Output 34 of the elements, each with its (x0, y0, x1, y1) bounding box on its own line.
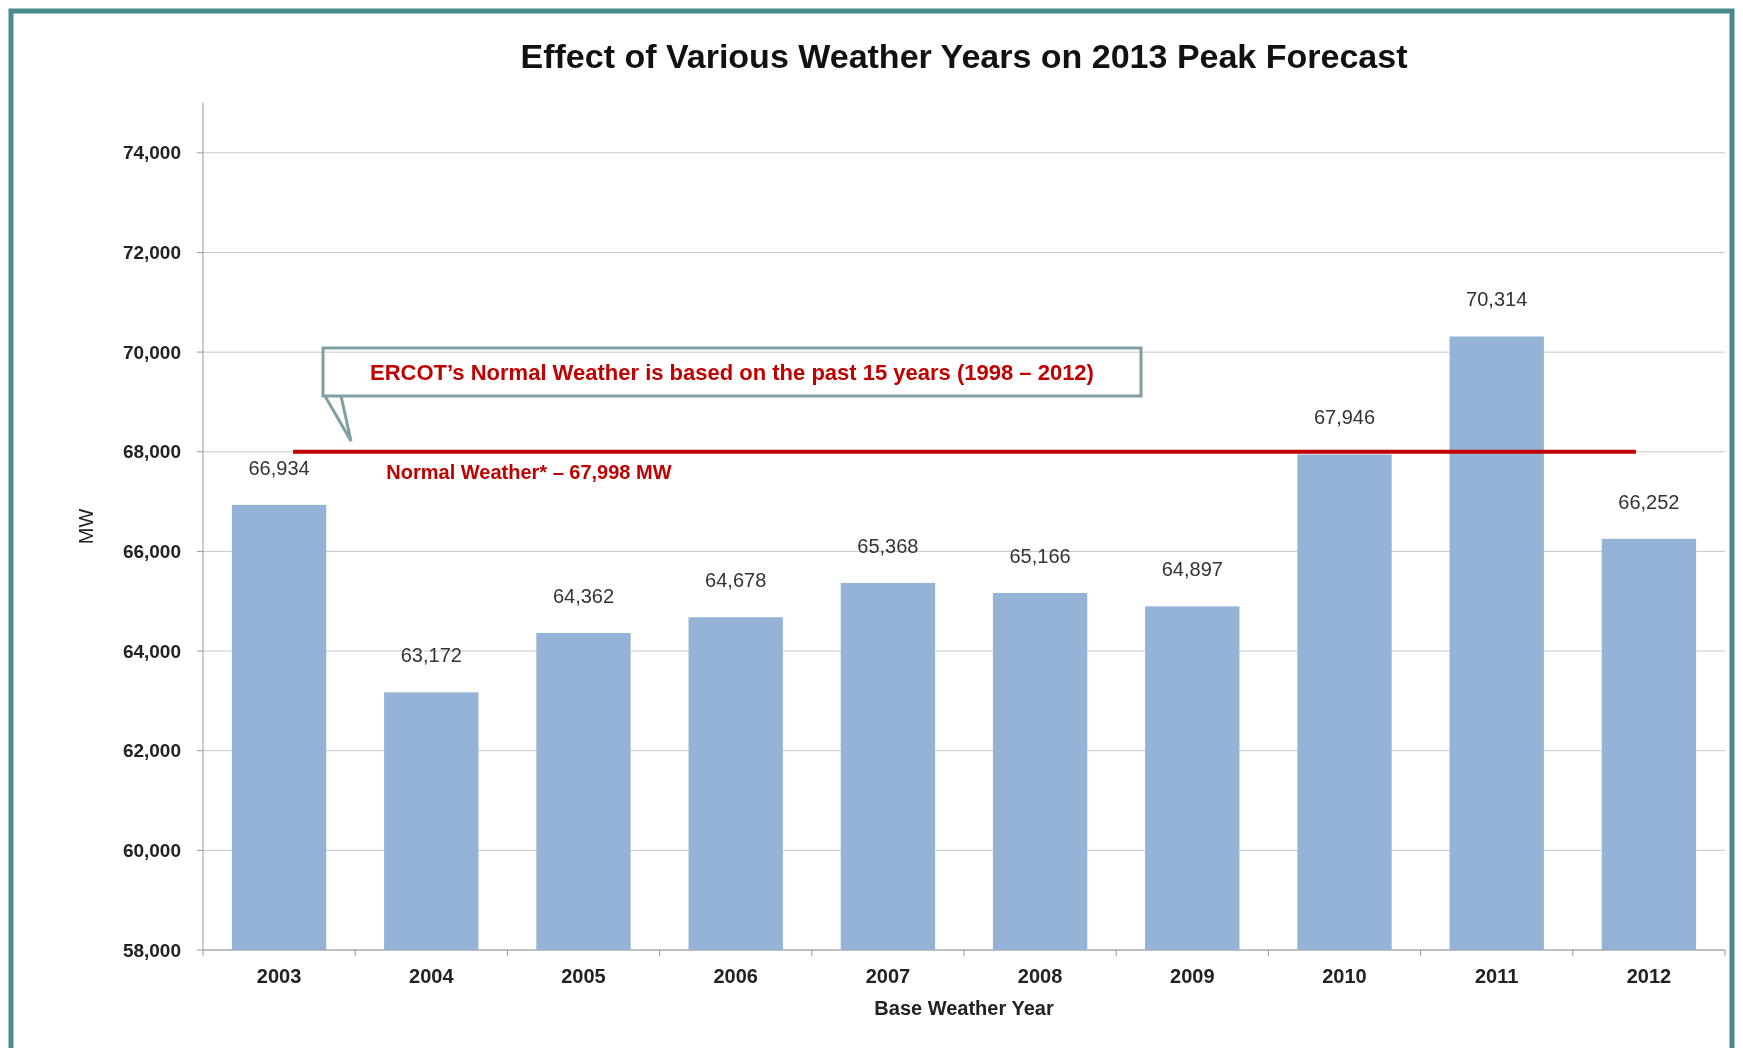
x-tick-label: 2005 (561, 965, 606, 987)
data-label: 70,314 (1466, 288, 1528, 311)
x-tick-label: 2006 (713, 965, 758, 987)
data-label: 67,946 (1313, 406, 1376, 429)
y-tick-label: 70,000 (122, 341, 181, 363)
data-label: 66,252 (1618, 490, 1680, 513)
ref-line-label: Normal Weather* – 67,998 MW (386, 460, 672, 483)
x-tick-label: 2009 (1170, 965, 1215, 987)
x-tick-label: 2004 (409, 965, 455, 987)
data-label: 64,678 (705, 569, 767, 592)
x-tick-label: 2003 (256, 965, 302, 987)
x-tick-label: 2011 (1475, 965, 1519, 987)
data-label: 64,362 (552, 585, 615, 608)
annotation: ERCOT’s Normal Weather is based on the past 15 years (1998 – 2012) (370, 359, 1094, 385)
y-axis-title: MW (75, 508, 97, 545)
x-tick-label: 2012 (1626, 965, 1672, 987)
x-tick-label: 2008 (1017, 965, 1063, 987)
data-label: 64,897 (1161, 558, 1223, 581)
data-label: 65,368 (857, 534, 919, 557)
data-label: 65,166 (1009, 544, 1071, 567)
x-tick-label: 2007 (865, 965, 911, 987)
y-tick-label: 58,000 (122, 939, 181, 961)
y-tick-label: 60,000 (122, 840, 181, 861)
y-tick-label: 72,000 (122, 242, 181, 264)
y-tick-label: 66,000 (122, 541, 181, 563)
x-axis-title: Base Weather Year (874, 997, 1054, 1019)
data-label: 63,172 (400, 644, 462, 667)
y-tick-label: 68,000 (122, 441, 181, 463)
y-tick-label: 74,000 (122, 142, 181, 164)
x-tick-label: 2010 (1322, 965, 1367, 987)
chart-title: Effect of Various Weather Years on 2013 Peak Forecast (520, 37, 1408, 75)
y-tick-label: 62,000 (122, 740, 181, 762)
y-tick-label: 64,000 (122, 640, 181, 662)
data-label: 66,934 (248, 456, 310, 479)
